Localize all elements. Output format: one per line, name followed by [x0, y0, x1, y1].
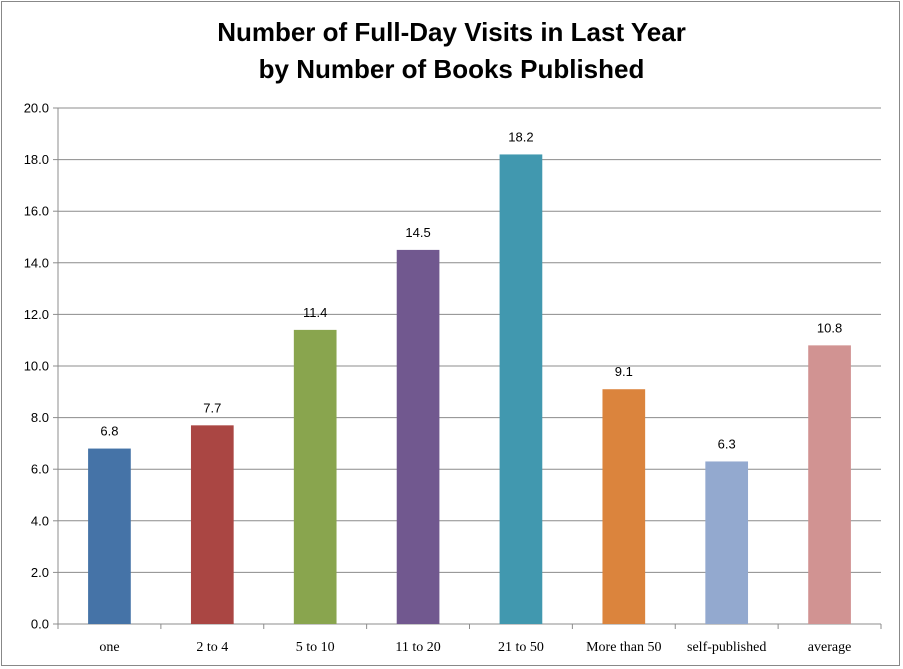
y-tick-label: 18.0: [24, 152, 49, 167]
x-category-label: self-published: [687, 640, 766, 655]
y-tick-label: 12.0: [24, 307, 49, 322]
y-tick-label: 0.0: [31, 617, 49, 632]
y-tick-label: 14.0: [24, 255, 49, 270]
bar: [808, 345, 851, 624]
bar: [88, 448, 131, 624]
data-label: 6.3: [718, 436, 736, 451]
y-tick-label: 16.0: [24, 204, 49, 219]
x-category-label: average: [808, 640, 852, 655]
y-tick-label: 6.0: [31, 462, 49, 477]
bar: [602, 389, 646, 624]
data-label: 14.5: [405, 225, 430, 240]
chart-title-line-2: by Number of Books Published: [258, 54, 645, 84]
x-category-label: 5 to 10: [296, 640, 335, 655]
y-tick-label: 2.0: [31, 565, 49, 580]
data-label: 18.2: [508, 129, 533, 144]
x-category-label: one: [99, 640, 119, 655]
data-label: 7.7: [203, 400, 221, 415]
y-tick-label: 20.0: [24, 101, 49, 116]
y-tick-label: 10.0: [24, 359, 49, 374]
bar: [293, 329, 337, 624]
chart-title-line-1: Number of Full-Day Visits in Last Year: [217, 17, 686, 47]
data-label: 11.4: [303, 305, 327, 320]
y-tick-label: 8.0: [31, 410, 49, 425]
y-tick-label: 4.0: [31, 513, 49, 528]
bar: [705, 461, 749, 624]
bar: [396, 249, 440, 624]
bar: [190, 425, 234, 624]
x-category-label: 2 to 4: [196, 640, 228, 655]
data-label: 9.1: [615, 364, 633, 379]
x-category-label: More than 50: [586, 640, 661, 655]
bar: [499, 154, 543, 624]
x-category-label: 21 to 50: [498, 640, 544, 655]
data-label: 6.8: [100, 424, 118, 439]
data-label: 10.8: [817, 320, 842, 335]
x-category-label: 11 to 20: [395, 640, 440, 655]
